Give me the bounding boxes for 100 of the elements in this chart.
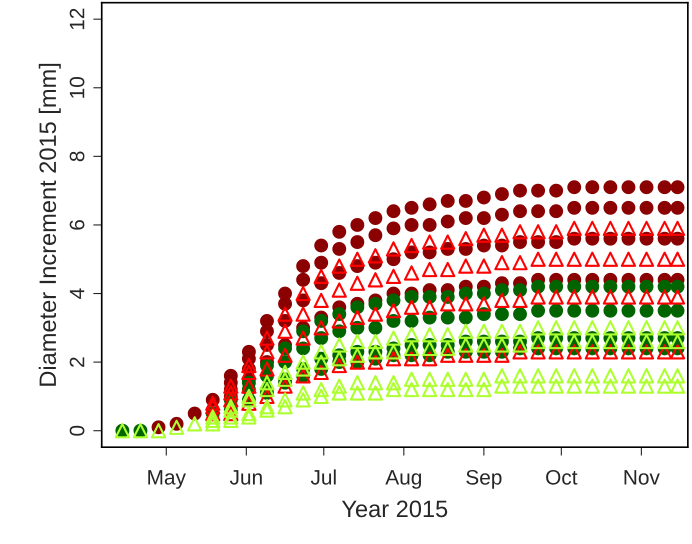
point [494, 337, 510, 353]
point [404, 340, 420, 356]
point [670, 368, 686, 384]
x-tick-label: Jul [310, 469, 336, 485]
point [368, 306, 384, 322]
point [622, 180, 636, 194]
point [223, 399, 238, 414]
point [404, 382, 420, 398]
point [386, 204, 400, 218]
point [350, 375, 365, 390]
point [368, 228, 382, 242]
point [548, 368, 564, 384]
point [241, 364, 257, 380]
point [656, 252, 672, 267]
point [567, 200, 582, 215]
point [549, 280, 564, 294]
point [476, 228, 492, 243]
point [350, 310, 365, 326]
point [476, 324, 492, 339]
point [476, 258, 492, 274]
x-tick-label: Aug [385, 470, 422, 489]
point [622, 200, 636, 215]
point [368, 272, 384, 288]
point [458, 382, 474, 398]
point [638, 220, 654, 236]
point [223, 385, 238, 401]
point [620, 220, 636, 236]
point [350, 218, 364, 232]
point [548, 252, 564, 267]
point [440, 310, 455, 324]
point [205, 399, 220, 414]
point [603, 304, 618, 318]
point [512, 378, 528, 394]
point [584, 344, 600, 360]
point [494, 228, 510, 243]
point [620, 252, 636, 267]
point [512, 344, 528, 360]
y-tick-label: 10 [70, 76, 84, 98]
point [440, 327, 456, 342]
point [602, 220, 618, 236]
point [656, 368, 672, 384]
point [277, 348, 293, 363]
point [350, 252, 365, 267]
point [277, 306, 293, 322]
point [512, 337, 528, 353]
point [314, 292, 329, 308]
point [332, 258, 347, 274]
point [332, 282, 347, 298]
point [223, 412, 238, 428]
point [640, 280, 654, 294]
point [168, 420, 184, 435]
point [530, 224, 546, 240]
point [512, 324, 528, 339]
point [495, 283, 509, 298]
point [422, 218, 437, 232]
point [548, 320, 564, 336]
y-tick-label: 8 [70, 151, 84, 162]
point [368, 296, 382, 311]
point [476, 382, 492, 398]
point [440, 348, 456, 363]
x-axis-title: Year 2015 [342, 500, 448, 518]
point [495, 208, 509, 222]
point [404, 238, 420, 254]
point [223, 378, 238, 394]
point [566, 289, 582, 305]
point [566, 344, 582, 360]
point [296, 259, 310, 274]
point [314, 344, 329, 360]
point [566, 368, 582, 384]
point [638, 334, 654, 350]
point [584, 320, 600, 336]
point [602, 334, 618, 350]
point [458, 211, 473, 226]
point [404, 265, 420, 281]
point [602, 368, 618, 384]
point [440, 296, 456, 312]
point [422, 372, 438, 387]
point [404, 300, 420, 315]
point [440, 234, 456, 250]
point [422, 234, 438, 250]
point [386, 330, 402, 346]
point [566, 320, 582, 336]
point [638, 378, 654, 394]
point [386, 351, 402, 366]
point [670, 200, 684, 215]
point [458, 310, 473, 324]
point [259, 344, 275, 360]
point [531, 304, 546, 318]
point [440, 194, 455, 208]
point [638, 252, 654, 267]
point [567, 280, 582, 294]
point [548, 224, 564, 240]
point [584, 368, 600, 384]
point [295, 306, 311, 322]
point [620, 378, 636, 394]
point [640, 200, 654, 215]
point [350, 300, 364, 314]
point [513, 204, 527, 218]
point [458, 286, 473, 300]
point [422, 300, 438, 315]
